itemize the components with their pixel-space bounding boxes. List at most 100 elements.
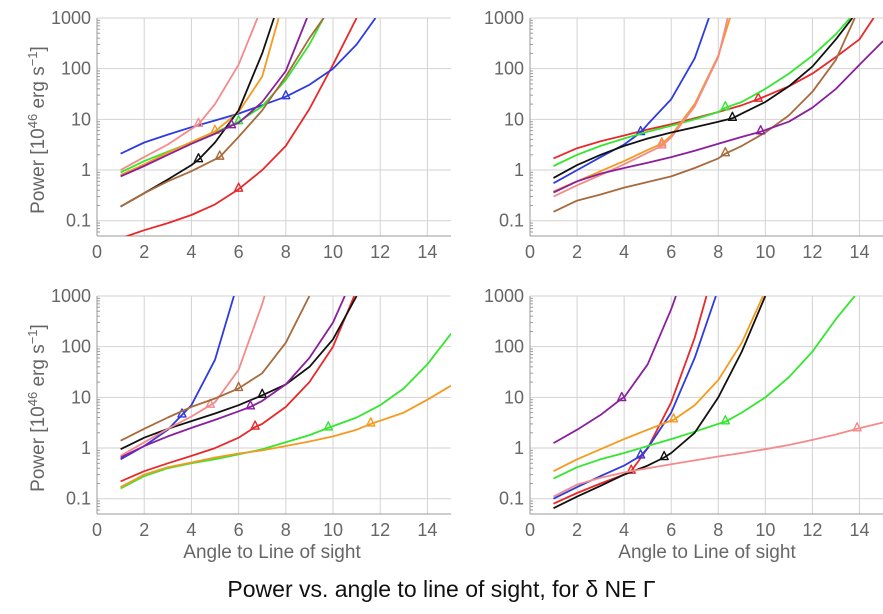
series-marker-green [720,415,731,425]
series-line-brown [553,18,856,213]
x-tick-label: 6 [234,520,244,540]
series-marker-orange [668,413,679,423]
series-marker-brown [720,147,731,157]
x-tick-label: 14 [417,242,437,262]
series-marker-red [753,92,763,102]
y-axis-title-top: Power [1046 erg s−1] [25,46,49,214]
series-line-purple [120,18,308,178]
y-axis-title-bottom: Power [1046 erg s−1] [25,324,49,492]
series-line-red [553,18,875,160]
series-marker-purple [245,400,256,410]
series-marker-green [720,100,731,111]
series-marker-black [257,388,267,398]
series-marker-blue [281,90,291,100]
y-tick-label: 0.1 [66,489,91,509]
series-line-blue [120,18,377,155]
x-tick-label: 2 [572,520,582,540]
y-tick-label: 1 [514,160,524,180]
x-tick-label: 6 [234,242,244,262]
x-tick-label: 0 [525,520,535,540]
x-tick-label: 12 [370,520,390,540]
series-line-blue [553,18,710,184]
y-tick-label: 0.1 [66,211,91,231]
series-line-black [553,296,767,510]
y-tick-label: 100 [61,337,91,357]
x-axis-title-left: Angle to Line of sight [183,542,361,563]
x-tick-label: 0 [525,242,535,262]
y-tick-label: 1 [81,160,91,180]
series-group [553,296,883,510]
x-tick-label: 6 [666,520,676,540]
series-line-blue [120,296,235,461]
y-tick-label: 100 [494,337,524,357]
series-marker-orange [366,417,376,427]
series-marker-blue [635,449,646,459]
series-line-green [553,296,856,480]
y-tick-label: 10 [71,109,91,129]
series-marker-pink [193,117,204,127]
y-tick-label: 1 [81,438,91,458]
x-tick-label: 4 [186,242,196,262]
x-tick-label: 4 [619,520,629,540]
series-line-pink [553,18,729,198]
y-tick-label: 1000 [51,286,91,306]
series-line-blue [553,296,717,500]
series-line-green [120,18,325,174]
figure-caption: Power vs. angle to line of sight, for δ … [227,576,656,602]
series-line-orange [120,384,451,488]
x-tick-label: 0 [92,242,102,262]
y-tick-label: 0.1 [499,489,524,509]
series-line-red [124,18,358,236]
panel-top-right: 0 2 4 6 8 10 12 14 0.1 1 10 100 1000 [484,8,883,262]
series-line-pink [120,18,259,171]
series-marker-brown [215,150,225,160]
x-tick-label: 2 [139,520,149,540]
x-tick-label: 12 [802,520,822,540]
series-group [553,18,883,213]
y-tick-label: 1000 [484,8,524,28]
x-tick-label: 8 [281,520,291,540]
x-tick-label: 4 [619,242,629,262]
series-line-black [120,296,358,451]
x-tick-label: 2 [572,242,582,262]
x-tick-label: 6 [666,242,676,262]
series-marker-pink [657,139,667,149]
y-tick-label: 10 [504,387,524,407]
series-marker-pink [205,398,215,408]
series-line-brown [120,18,325,208]
series-marker-red [626,464,636,474]
series-group [120,18,377,236]
series-group [120,296,451,490]
series-marker-black [193,153,204,163]
series-line-purple [553,40,883,194]
series-line-orange [553,296,764,473]
x-tick-label: 4 [186,520,196,540]
series-line-green [553,18,851,167]
series-marker-red [233,182,244,192]
x-tick-label: 8 [281,242,291,262]
x-tick-label: 10 [323,520,343,540]
x-tick-label: 10 [755,520,775,540]
series-line-orange [120,18,280,176]
x-tick-label: 14 [849,520,869,540]
series-marker-black [727,111,738,121]
series-marker-green [323,421,333,431]
y-tick-label: 1000 [484,286,524,306]
panel-bottom-right: 0 2 4 6 8 10 12 14 0.1 1 10 100 1000 [484,286,883,540]
y-tick-label: 100 [494,59,524,79]
series-marker-purple [617,391,627,402]
y-tick-label: 10 [71,387,91,407]
y-tick-label: 0.1 [499,211,524,231]
x-tick-label: 0 [92,520,102,540]
x-tick-label: 10 [323,242,343,262]
x-tick-label: 14 [417,520,437,540]
series-marker-black [659,450,669,461]
series-marker-brown [233,381,244,392]
series-marker-pink [852,422,862,432]
series-line-purple [553,296,677,444]
panel-top-left: 0 2 4 6 8 10 12 14 0.1 1 10 100 1000 [51,8,451,262]
x-tick-label: 8 [713,242,723,262]
y-tick-label: 100 [61,59,91,79]
series-line-red [120,296,356,483]
